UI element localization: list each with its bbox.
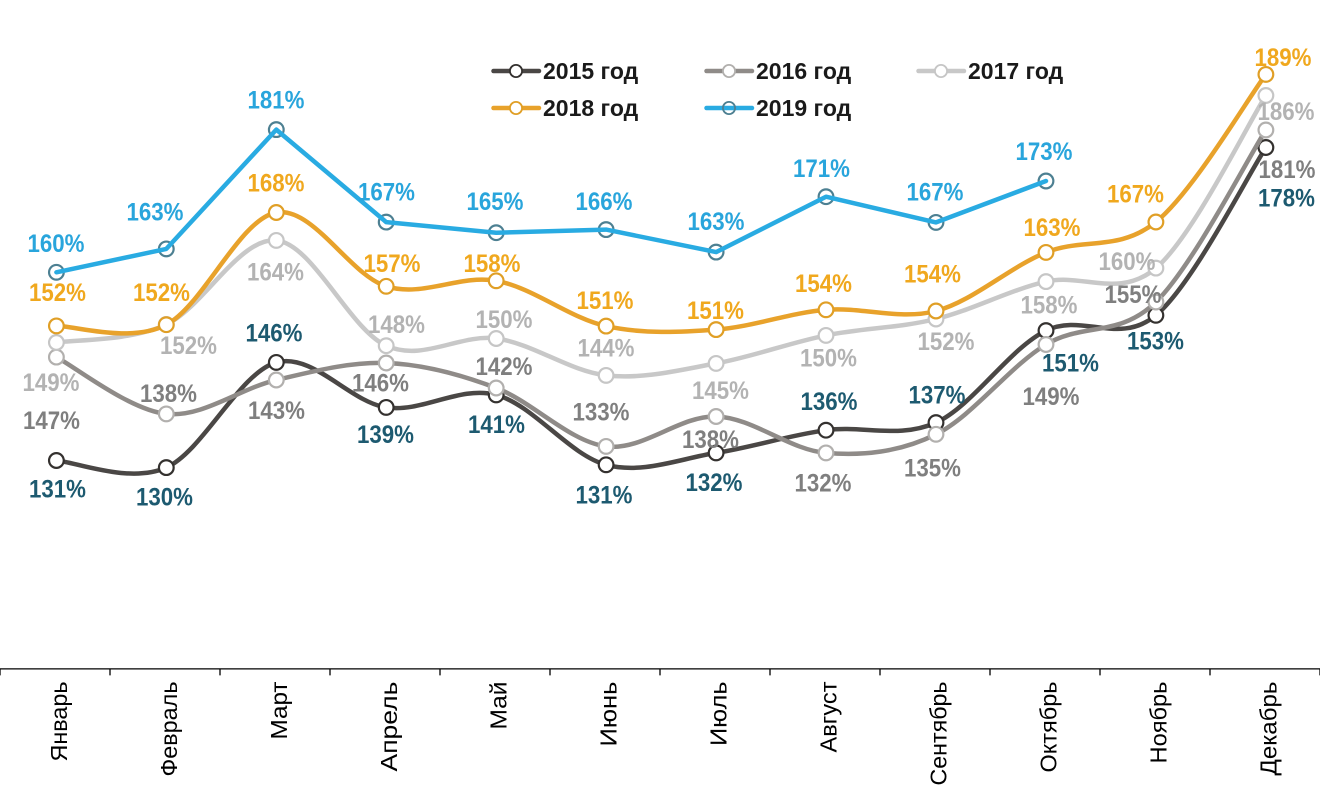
svg-text:150%: 150% <box>800 345 857 373</box>
svg-text:173%: 173% <box>1016 138 1073 166</box>
svg-text:163%: 163% <box>688 208 745 236</box>
svg-text:Июль: Июль <box>706 681 732 746</box>
svg-text:Февраль: Февраль <box>156 681 182 776</box>
svg-text:164%: 164% <box>247 259 304 287</box>
svg-text:151%: 151% <box>1042 350 1099 378</box>
svg-text:145%: 145% <box>692 377 749 405</box>
svg-text:131%: 131% <box>576 482 633 510</box>
svg-text:167%: 167% <box>358 179 415 207</box>
svg-text:149%: 149% <box>23 369 80 397</box>
svg-text:146%: 146% <box>352 370 409 398</box>
svg-text:153%: 153% <box>1127 328 1184 356</box>
svg-text:167%: 167% <box>907 179 964 207</box>
svg-text:Август: Август <box>816 681 842 752</box>
svg-text:Декабрь: Декабрь <box>1255 681 1281 775</box>
svg-text:Март: Март <box>266 681 292 739</box>
svg-text:167%: 167% <box>1107 181 1164 209</box>
svg-text:Июнь: Июнь <box>596 681 622 746</box>
svg-text:132%: 132% <box>686 469 743 497</box>
svg-text:158%: 158% <box>464 250 521 278</box>
svg-text:144%: 144% <box>578 335 635 363</box>
svg-text:Октябрь: Октябрь <box>1036 681 1062 772</box>
svg-text:158%: 158% <box>1021 292 1078 320</box>
svg-text:135%: 135% <box>904 455 961 483</box>
svg-text:Сентябрь: Сентябрь <box>926 681 952 785</box>
svg-text:149%: 149% <box>1023 383 1080 411</box>
svg-text:136%: 136% <box>801 388 858 416</box>
svg-text:152%: 152% <box>133 279 190 307</box>
svg-text:2015 год: 2015 год <box>543 58 639 84</box>
svg-text:147%: 147% <box>23 407 80 435</box>
svg-text:160%: 160% <box>28 230 85 258</box>
svg-text:171%: 171% <box>793 155 850 183</box>
svg-text:154%: 154% <box>904 261 961 289</box>
svg-text:Январь: Январь <box>46 681 72 761</box>
svg-text:148%: 148% <box>368 311 425 339</box>
svg-text:2017 год: 2017 год <box>968 58 1064 84</box>
svg-text:181%: 181% <box>248 87 305 115</box>
svg-text:160%: 160% <box>1099 248 1156 276</box>
svg-text:186%: 186% <box>1258 98 1315 126</box>
svg-text:152%: 152% <box>160 332 217 360</box>
svg-text:157%: 157% <box>364 250 421 278</box>
svg-text:146%: 146% <box>246 320 303 348</box>
svg-text:143%: 143% <box>248 397 305 425</box>
svg-text:151%: 151% <box>687 297 744 325</box>
svg-text:181%: 181% <box>1259 156 1316 184</box>
svg-text:189%: 189% <box>1255 44 1312 72</box>
svg-text:141%: 141% <box>468 411 525 439</box>
svg-text:2016 год: 2016 год <box>756 58 852 84</box>
svg-text:131%: 131% <box>29 476 86 504</box>
svg-text:178%: 178% <box>1258 185 1315 213</box>
svg-text:142%: 142% <box>476 353 533 381</box>
svg-text:138%: 138% <box>682 426 739 454</box>
svg-text:2018 год: 2018 год <box>543 95 639 121</box>
svg-text:150%: 150% <box>476 306 533 334</box>
svg-text:130%: 130% <box>136 484 193 512</box>
svg-text:151%: 151% <box>577 287 634 315</box>
svg-text:163%: 163% <box>127 199 184 227</box>
svg-text:138%: 138% <box>140 380 197 408</box>
svg-text:2019 год: 2019 год <box>756 95 852 121</box>
svg-text:166%: 166% <box>576 188 633 216</box>
svg-text:165%: 165% <box>467 188 524 216</box>
svg-text:154%: 154% <box>795 270 852 298</box>
svg-text:139%: 139% <box>357 421 414 449</box>
svg-text:Май: Май <box>486 682 512 730</box>
svg-text:Апрель: Апрель <box>376 681 402 771</box>
svg-text:133%: 133% <box>573 399 630 427</box>
svg-text:Ноябрь: Ноябрь <box>1145 681 1171 763</box>
svg-text:137%: 137% <box>909 382 966 410</box>
svg-text:152%: 152% <box>29 279 86 307</box>
svg-text:168%: 168% <box>248 170 305 198</box>
svg-text:152%: 152% <box>918 328 975 356</box>
svg-text:163%: 163% <box>1024 214 1081 242</box>
svg-text:132%: 132% <box>795 470 852 498</box>
svg-text:155%: 155% <box>1105 281 1162 309</box>
